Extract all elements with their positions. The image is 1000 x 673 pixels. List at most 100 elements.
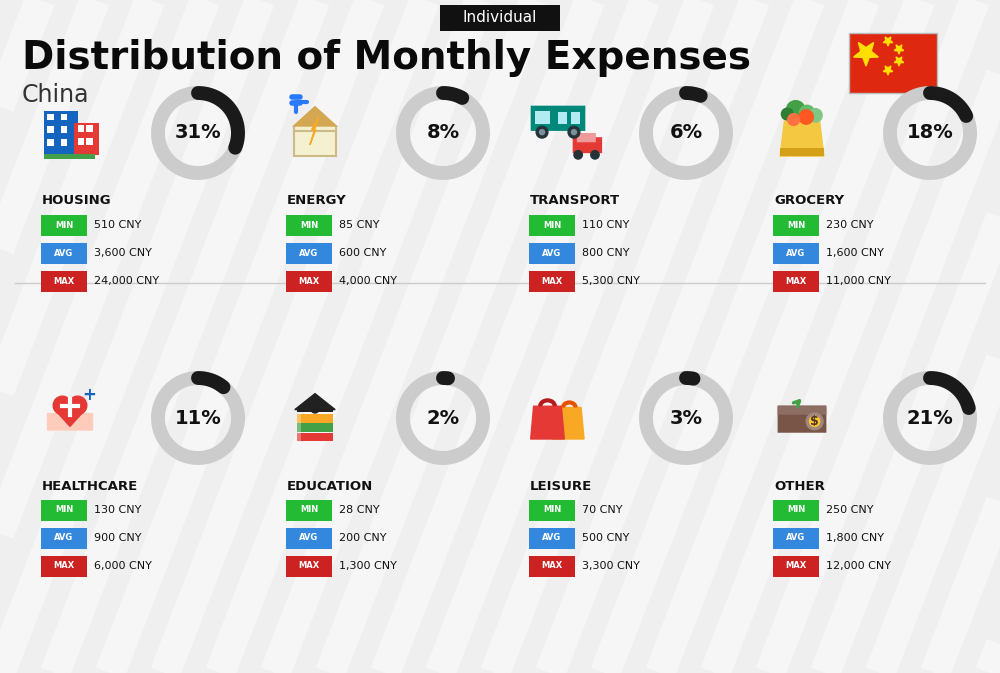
FancyBboxPatch shape (297, 433, 301, 441)
FancyBboxPatch shape (78, 138, 84, 145)
FancyBboxPatch shape (529, 528, 575, 548)
FancyBboxPatch shape (41, 555, 87, 577)
Polygon shape (894, 45, 904, 54)
FancyBboxPatch shape (61, 127, 67, 133)
FancyBboxPatch shape (41, 499, 87, 520)
FancyBboxPatch shape (47, 127, 54, 133)
Text: 3%: 3% (670, 409, 702, 427)
Circle shape (68, 396, 87, 415)
Text: AVG: AVG (786, 534, 806, 542)
Text: 5,300 CNY: 5,300 CNY (582, 276, 640, 286)
FancyBboxPatch shape (286, 499, 332, 520)
Text: 21%: 21% (907, 409, 953, 427)
Circle shape (799, 110, 813, 125)
Circle shape (540, 130, 545, 135)
FancyBboxPatch shape (297, 414, 301, 423)
FancyBboxPatch shape (778, 406, 826, 433)
Text: 1,300 CNY: 1,300 CNY (339, 561, 397, 571)
Polygon shape (292, 106, 338, 127)
Circle shape (53, 396, 72, 415)
Circle shape (568, 127, 580, 138)
Text: 28 CNY: 28 CNY (339, 505, 380, 515)
Text: 18%: 18% (907, 124, 953, 143)
Text: 4,000 CNY: 4,000 CNY (339, 276, 397, 286)
Text: 24,000 CNY: 24,000 CNY (94, 276, 159, 286)
Text: MIN: MIN (300, 221, 318, 229)
FancyBboxPatch shape (573, 137, 602, 153)
Polygon shape (553, 407, 584, 439)
Text: EDUCATION: EDUCATION (287, 479, 373, 493)
Circle shape (571, 130, 576, 135)
FancyBboxPatch shape (440, 5, 560, 31)
Text: 70 CNY: 70 CNY (582, 505, 622, 515)
FancyBboxPatch shape (78, 125, 84, 132)
Text: 230 CNY: 230 CNY (826, 220, 874, 230)
Text: AVG: AVG (54, 248, 74, 258)
Polygon shape (883, 37, 893, 46)
Text: 11%: 11% (175, 409, 221, 427)
Text: 12,000 CNY: 12,000 CNY (826, 561, 891, 571)
Text: HEALTHCARE: HEALTHCARE (42, 479, 138, 493)
FancyBboxPatch shape (41, 242, 87, 264)
Text: $: $ (810, 415, 819, 428)
Circle shape (536, 127, 548, 138)
FancyBboxPatch shape (558, 112, 567, 124)
FancyBboxPatch shape (297, 414, 333, 423)
Text: China: China (22, 83, 90, 107)
Text: MAX: MAX (298, 277, 320, 285)
Text: TRANSPORT: TRANSPORT (530, 194, 620, 207)
Text: Distribution of Monthly Expenses: Distribution of Monthly Expenses (22, 39, 751, 77)
FancyBboxPatch shape (773, 271, 819, 291)
Polygon shape (854, 42, 878, 66)
Circle shape (574, 151, 582, 159)
Text: Individual: Individual (463, 11, 537, 26)
Text: 110 CNY: 110 CNY (582, 220, 629, 230)
Text: 800 CNY: 800 CNY (582, 248, 630, 258)
Text: LEISURE: LEISURE (530, 479, 592, 493)
FancyBboxPatch shape (41, 271, 87, 291)
FancyBboxPatch shape (778, 405, 826, 415)
FancyBboxPatch shape (571, 112, 580, 124)
FancyBboxPatch shape (780, 147, 824, 156)
FancyBboxPatch shape (41, 215, 87, 236)
Text: MAX: MAX (785, 561, 807, 571)
Polygon shape (54, 409, 86, 427)
FancyBboxPatch shape (773, 555, 819, 577)
FancyBboxPatch shape (47, 114, 54, 120)
Text: AVG: AVG (542, 534, 562, 542)
Text: 1,800 CNY: 1,800 CNY (826, 533, 884, 543)
Text: MIN: MIN (787, 505, 805, 514)
FancyBboxPatch shape (297, 407, 333, 412)
FancyBboxPatch shape (849, 33, 937, 93)
Text: MAX: MAX (53, 277, 75, 285)
Circle shape (781, 108, 793, 120)
Text: AVG: AVG (542, 248, 562, 258)
Polygon shape (310, 117, 318, 145)
Text: MIN: MIN (300, 505, 318, 514)
Text: ENERGY: ENERGY (287, 194, 347, 207)
FancyBboxPatch shape (297, 433, 333, 441)
Circle shape (809, 108, 822, 122)
Text: MIN: MIN (55, 221, 73, 229)
Text: 250 CNY: 250 CNY (826, 505, 874, 515)
Text: MAX: MAX (53, 561, 75, 571)
Text: 31%: 31% (175, 124, 221, 143)
Text: AVG: AVG (54, 534, 74, 542)
Text: 3,300 CNY: 3,300 CNY (582, 561, 640, 571)
Text: 600 CNY: 600 CNY (339, 248, 386, 258)
Text: 510 CNY: 510 CNY (94, 220, 141, 230)
Polygon shape (883, 66, 893, 75)
Circle shape (786, 101, 805, 119)
FancyBboxPatch shape (773, 499, 819, 520)
Text: GROCERY: GROCERY (774, 194, 844, 207)
Polygon shape (894, 57, 904, 66)
Text: MIN: MIN (55, 505, 73, 514)
Polygon shape (294, 108, 336, 133)
FancyBboxPatch shape (286, 555, 332, 577)
FancyBboxPatch shape (535, 111, 550, 124)
FancyBboxPatch shape (74, 123, 99, 155)
FancyBboxPatch shape (61, 114, 67, 120)
Text: MIN: MIN (543, 221, 561, 229)
Text: 3,600 CNY: 3,600 CNY (94, 248, 152, 258)
FancyBboxPatch shape (529, 242, 575, 264)
